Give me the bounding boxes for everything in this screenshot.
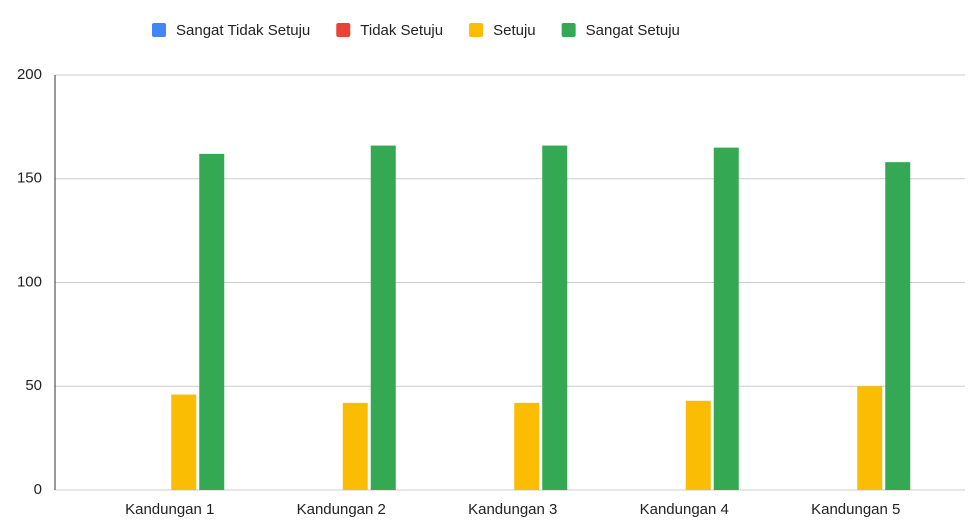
bar: [514, 402, 540, 490]
y-tick-label: 200: [17, 66, 42, 83]
bar: [885, 162, 911, 490]
bar: [171, 394, 197, 490]
bar: [342, 402, 368, 490]
bar: [370, 145, 396, 491]
bar: [713, 147, 739, 490]
x-tick-label: Kandungan 4: [640, 501, 729, 518]
x-tick-label: Kandungan 3: [468, 501, 557, 518]
bar: [542, 145, 568, 491]
legend-label: Setuju: [493, 22, 536, 39]
legend-swatch: [561, 23, 576, 37]
legend-swatch: [152, 23, 166, 37]
y-tick-label: 150: [17, 170, 42, 187]
bar: [199, 153, 225, 490]
y-tick-label: 50: [25, 377, 42, 394]
x-tick-label: Kandungan 2: [297, 501, 386, 518]
legend-swatch: [469, 23, 484, 37]
y-tick-label: 0: [34, 481, 42, 498]
x-tick-label: Kandungan 1: [125, 501, 214, 518]
legend-swatch: [336, 23, 351, 37]
legend-label: Sangat Setuju: [586, 22, 680, 39]
bar: [857, 386, 883, 490]
legend-label: Tidak Setuju: [360, 22, 443, 39]
x-tick-label: Kandungan 5: [811, 501, 900, 518]
bar: [685, 400, 711, 490]
y-tick-label: 100: [17, 273, 42, 290]
legend-label: Sangat Tidak Setuju: [176, 22, 310, 39]
